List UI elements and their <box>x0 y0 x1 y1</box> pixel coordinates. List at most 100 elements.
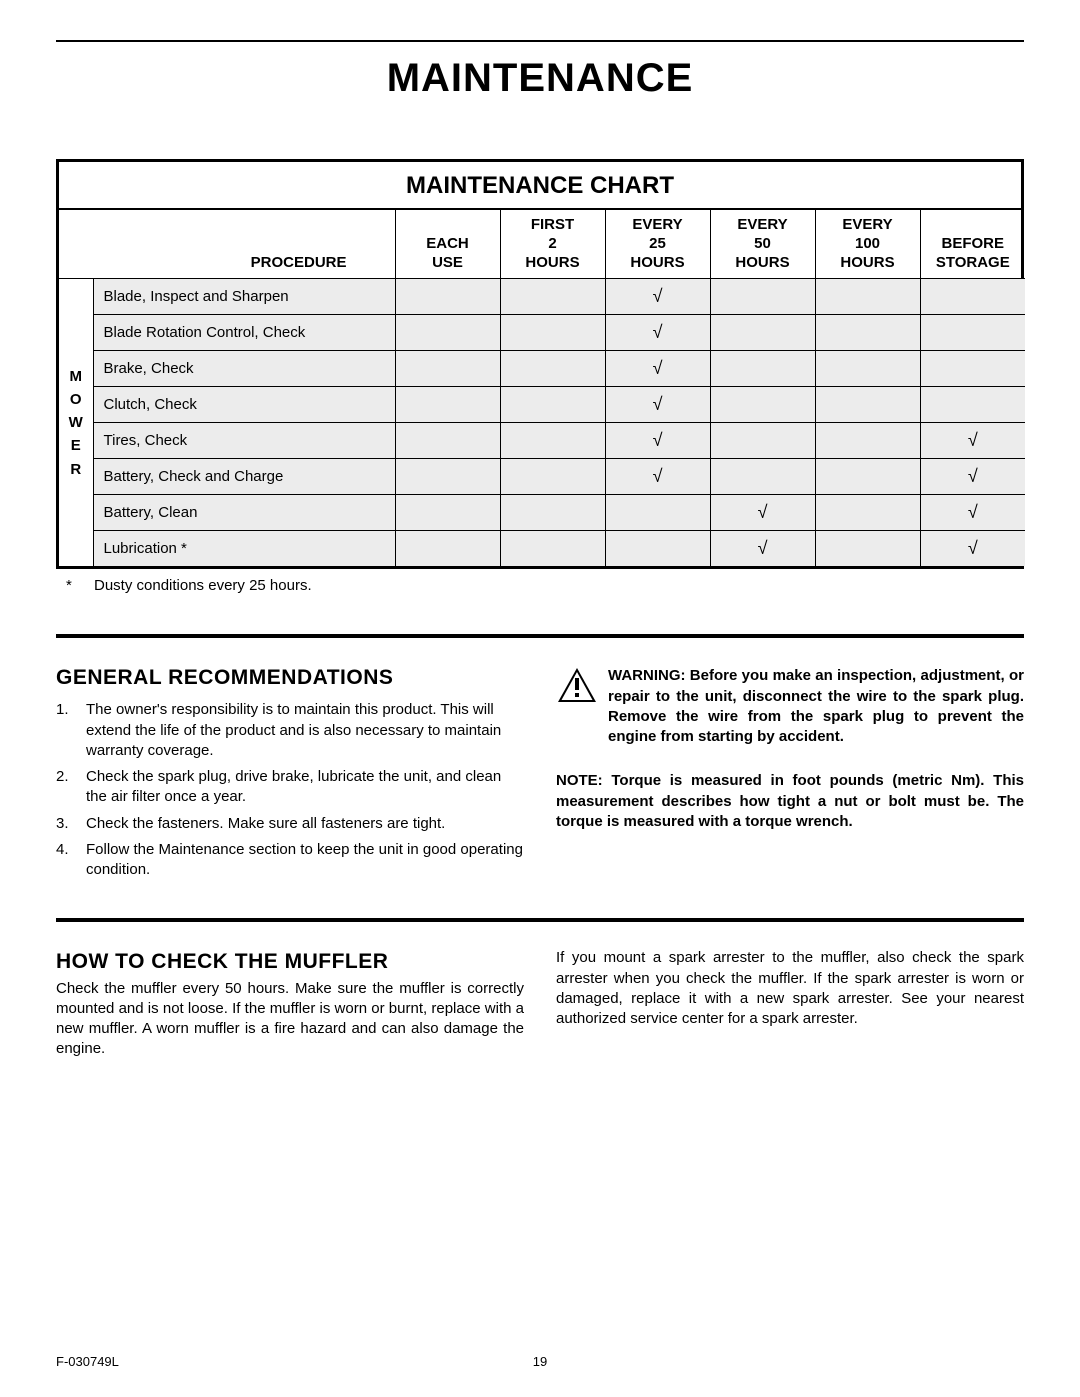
interval-cell: √ <box>605 387 710 423</box>
interval-cell <box>920 315 1025 351</box>
interval-cell <box>395 459 500 495</box>
interval-cell: √ <box>920 423 1025 459</box>
procedure-cell: Blade, Inspect and Sharpen <box>93 279 395 315</box>
interval-cell <box>500 531 605 567</box>
interval-cell <box>395 351 500 387</box>
maintenance-chart: MAINTENANCE CHART PROCEDURE EACHUSE FIRS… <box>56 159 1024 569</box>
warning-text: WARNING: Before you make an inspection, … <box>608 666 1024 747</box>
table-row: Battery, Clean √ √ <box>59 495 1025 531</box>
interval-cell <box>500 315 605 351</box>
interval-cell <box>710 459 815 495</box>
col-procedure: PROCEDURE <box>59 210 395 279</box>
page-footer: F-030749L 19 <box>56 1354 1024 1369</box>
table-row: Lubrication * √ √ <box>59 531 1025 567</box>
interval-cell: √ <box>605 423 710 459</box>
interval-cell: √ <box>605 351 710 387</box>
page-number: 19 <box>533 1354 547 1369</box>
interval-cell <box>815 495 920 531</box>
procedure-cell: Battery, Clean <box>93 495 395 531</box>
table-row: Battery, Check and Charge √ √ <box>59 459 1025 495</box>
muffler-heading: HOW TO CHECK THE MUFFLER <box>56 948 524 976</box>
interval-cell <box>710 423 815 459</box>
muffler-left-text: Check the muffler every 50 hours. Make s… <box>56 980 524 1058</box>
col-each-use: EACHUSE <box>395 210 500 279</box>
interval-cell <box>815 315 920 351</box>
interval-cell <box>395 315 500 351</box>
procedure-cell: Tires, Check <box>93 423 395 459</box>
interval-cell <box>710 279 815 315</box>
procedure-cell: Clutch, Check <box>93 387 395 423</box>
table-row: Tires, Check √ √ <box>59 423 1025 459</box>
interval-cell <box>395 423 500 459</box>
page-title: MAINTENANCE <box>56 42 1024 119</box>
col-first-2: FIRST2HOURS <box>500 210 605 279</box>
muffler-section: HOW TO CHECK THE MUFFLER Check the muffl… <box>56 948 1024 1059</box>
interval-cell: √ <box>710 531 815 567</box>
general-right-col: WARNING: Before you make an inspection, … <box>556 666 1024 886</box>
interval-cell <box>815 387 920 423</box>
col-every-100: EVERY100HOURS <box>815 210 920 279</box>
interval-cell <box>815 279 920 315</box>
col-every-50: EVERY50HOURS <box>710 210 815 279</box>
list-item: Follow the Maintenance section to keep t… <box>56 840 524 881</box>
interval-cell <box>500 387 605 423</box>
list-item: The owner's responsibility is to maintai… <box>56 700 524 761</box>
doc-id: F-030749L <box>56 1354 119 1369</box>
note-text: NOTE: Torque is measured in foot pounds … <box>556 771 1024 832</box>
interval-cell: √ <box>920 459 1025 495</box>
interval-cell <box>500 459 605 495</box>
interval-cell <box>710 315 815 351</box>
muffler-right-text: If you mount a spark arrester to the muf… <box>556 949 1024 1027</box>
divider-2 <box>56 918 1024 922</box>
muffler-left: HOW TO CHECK THE MUFFLER Check the muffl… <box>56 948 524 1059</box>
interval-cell <box>920 279 1025 315</box>
interval-cell: √ <box>920 495 1025 531</box>
interval-cell <box>500 279 605 315</box>
general-recommendations-section: GENERAL RECOMMENDATIONS The owner's resp… <box>56 666 1024 886</box>
maintenance-rows: MOWERBlade, Inspect and Sharpen√Blade Ro… <box>59 279 1025 567</box>
interval-cell <box>395 495 500 531</box>
interval-cell <box>815 531 920 567</box>
interval-cell <box>395 531 500 567</box>
col-before-storage: BEFORESTORAGE <box>920 210 1025 279</box>
muffler-right: If you mount a spark arrester to the muf… <box>556 948 1024 1059</box>
interval-cell <box>605 495 710 531</box>
table-row: Clutch, Check √ <box>59 387 1025 423</box>
interval-cell <box>500 423 605 459</box>
list-item: Check the spark plug, drive brake, lubri… <box>56 767 524 808</box>
warning-icon <box>556 666 598 704</box>
table-row: Brake, Check √ <box>59 351 1025 387</box>
divider-1 <box>56 634 1024 638</box>
warning-block: WARNING: Before you make an inspection, … <box>556 666 1024 747</box>
interval-cell <box>710 387 815 423</box>
interval-cell <box>815 423 920 459</box>
interval-cell: √ <box>605 459 710 495</box>
interval-cell <box>395 387 500 423</box>
mower-side-label: MOWER <box>59 279 93 567</box>
general-left-col: GENERAL RECOMMENDATIONS The owner's resp… <box>56 666 524 886</box>
procedure-cell: Lubrication * <box>93 531 395 567</box>
general-list: The owner's responsibility is to maintai… <box>56 700 524 880</box>
interval-cell <box>815 351 920 387</box>
interval-cell <box>920 387 1025 423</box>
interval-cell: √ <box>710 495 815 531</box>
interval-cell <box>500 495 605 531</box>
interval-cell: √ <box>605 315 710 351</box>
interval-cell: √ <box>920 531 1025 567</box>
maintenance-table: PROCEDURE EACHUSE FIRST2HOURS EVERY25HOU… <box>59 210 1025 566</box>
procedure-cell: Blade Rotation Control, Check <box>93 315 395 351</box>
list-item: Check the fasteners. Make sure all faste… <box>56 814 524 834</box>
interval-cell <box>395 279 500 315</box>
interval-cell <box>710 351 815 387</box>
table-row: Blade Rotation Control, Check √ <box>59 315 1025 351</box>
procedure-cell: Brake, Check <box>93 351 395 387</box>
procedure-cell: Battery, Check and Charge <box>93 459 395 495</box>
interval-cell: √ <box>605 279 710 315</box>
interval-cell <box>815 459 920 495</box>
chart-footnote: *Dusty conditions every 25 hours. <box>66 577 1024 594</box>
interval-cell <box>920 351 1025 387</box>
col-every-25: EVERY25HOURS <box>605 210 710 279</box>
chart-title: MAINTENANCE CHART <box>59 162 1021 210</box>
interval-cell <box>500 351 605 387</box>
interval-cell <box>605 531 710 567</box>
